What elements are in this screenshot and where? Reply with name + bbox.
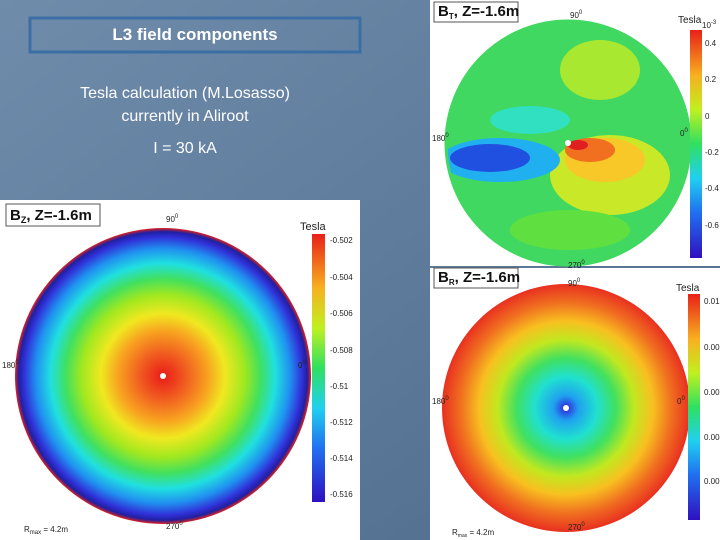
tick-label: -0.2	[705, 148, 719, 157]
colorbar-labels: 0.4 0.2 0 -0.2 -0.4 -0.6	[705, 39, 719, 230]
plot-bt: BT, Z=-1.6m 900 1800 00 2700 Tesla 10-3 …	[430, 0, 720, 270]
tick-label: -0.512	[330, 418, 353, 427]
colorbar	[688, 294, 700, 520]
text-line: currently in Aliroot	[121, 108, 249, 125]
degree: 0	[179, 521, 183, 527]
tick-label: -0.4	[705, 184, 719, 193]
tick-label: 0.4	[705, 39, 717, 48]
tick-label: -0.502	[330, 236, 353, 245]
angle: 00	[298, 360, 306, 370]
label: , Z=-1.6m	[454, 3, 519, 20]
tick-label: -0.506	[330, 309, 353, 318]
unit: Tesla	[300, 221, 327, 233]
rmax-sub: max	[30, 530, 41, 536]
degree: 0	[577, 278, 581, 284]
degree: 0	[684, 128, 688, 134]
angle-left: 180	[432, 397, 446, 406]
colorbar	[690, 30, 702, 258]
tick-label: 0.002	[704, 477, 720, 486]
angle: 2700	[568, 522, 585, 532]
degree: 0	[445, 133, 449, 139]
angle: 2700	[166, 521, 183, 531]
plot-bz: BZ, Z=-1.6m 900 1800 00 2700 Rmax = 4.2m…	[0, 200, 360, 540]
angle-right: 0	[298, 361, 303, 370]
angle: 1800	[432, 133, 449, 143]
colorbar-labels: -0.502 -0.504 -0.506 -0.508 -0.51 -0.512…	[330, 236, 353, 499]
angle: 900	[570, 10, 583, 20]
degree: 0	[445, 396, 449, 402]
component: R	[449, 278, 455, 287]
angle-left: 180	[432, 134, 446, 143]
component: T	[449, 12, 454, 21]
symbol: B	[438, 269, 449, 286]
angle-left: 180	[2, 361, 16, 370]
angle: 00	[677, 396, 685, 406]
angle: 900	[568, 278, 581, 288]
degree: 0	[581, 260, 585, 266]
tick-label: 0.01	[704, 297, 720, 306]
angle-bottom: 270	[166, 522, 180, 531]
angle: 1800	[2, 360, 19, 370]
angle-bottom: 270	[568, 523, 582, 532]
degree: 0	[175, 214, 179, 220]
rmax-value: = 4.2m	[467, 528, 494, 537]
tick-label: -0.6	[705, 221, 719, 230]
rmax: Rmax = 4.2m	[24, 525, 68, 536]
label: , Z=-1.6m	[455, 269, 520, 286]
angle: 1800	[432, 396, 449, 406]
angle: 900	[166, 214, 179, 224]
tick-label: 0.008	[704, 343, 720, 352]
plot-label: BT, Z=-1.6m	[438, 3, 519, 21]
tick-label: 0.006	[704, 388, 720, 397]
title-box	[28, 16, 362, 54]
angle-bottom: 270	[568, 261, 582, 270]
rmax-sub: max	[458, 533, 468, 539]
tick-label: -0.51	[330, 382, 349, 391]
degree: 0	[581, 522, 585, 528]
tick-label: 0.004	[704, 433, 720, 442]
tick-label: 0	[705, 112, 710, 121]
degree: 0	[302, 360, 306, 366]
component: Z	[21, 215, 27, 225]
angle: 2700	[568, 260, 585, 270]
colorbar	[312, 234, 325, 502]
scale-exp: -3	[711, 20, 717, 26]
tick-label: 0.2	[705, 75, 717, 84]
angle-right: 0	[677, 397, 682, 406]
unit: Tesla	[676, 283, 700, 294]
scale: 10-3	[702, 20, 717, 30]
degree: 0	[681, 396, 685, 402]
unit: Tesla	[678, 15, 702, 26]
label: , Z=-1.6m	[26, 207, 91, 224]
angle-top: 90	[166, 215, 175, 224]
symbol: B	[438, 3, 449, 20]
rmax-symbol: R	[452, 528, 458, 537]
title: L3 field components	[112, 25, 277, 44]
plot-br: BR, Z=-1.6m 900 1800 00 2700 Rmax = 4.2m…	[430, 267, 720, 540]
angle-right: 0	[680, 129, 685, 138]
text-line: I = 30 kA	[153, 140, 217, 157]
degree: 0	[579, 10, 583, 16]
tick-label: -0.508	[330, 346, 353, 355]
angle: 00	[680, 128, 688, 138]
colorbar-labels: 0.01 0.008 0.006 0.004 0.002	[704, 297, 720, 486]
degree: 0	[15, 360, 19, 366]
symbol: B	[10, 207, 21, 224]
tick-label: -0.514	[330, 454, 353, 463]
angle-top: 90	[570, 11, 579, 20]
tick-label: -0.516	[330, 490, 353, 499]
rmax: Rmax = 4.2m	[452, 528, 494, 539]
angle-top: 90	[568, 279, 577, 288]
plot-label: BZ, Z=-1.6m	[10, 207, 92, 225]
rmax-value: = 4.2m	[41, 525, 68, 534]
rmax-symbol: R	[24, 525, 30, 534]
scale-base: 10	[702, 21, 711, 30]
plot-label: BR, Z=-1.6m	[438, 269, 520, 287]
text-line: Tesla calculation (M.Losasso)	[80, 85, 290, 102]
tick-label: -0.504	[330, 273, 353, 282]
